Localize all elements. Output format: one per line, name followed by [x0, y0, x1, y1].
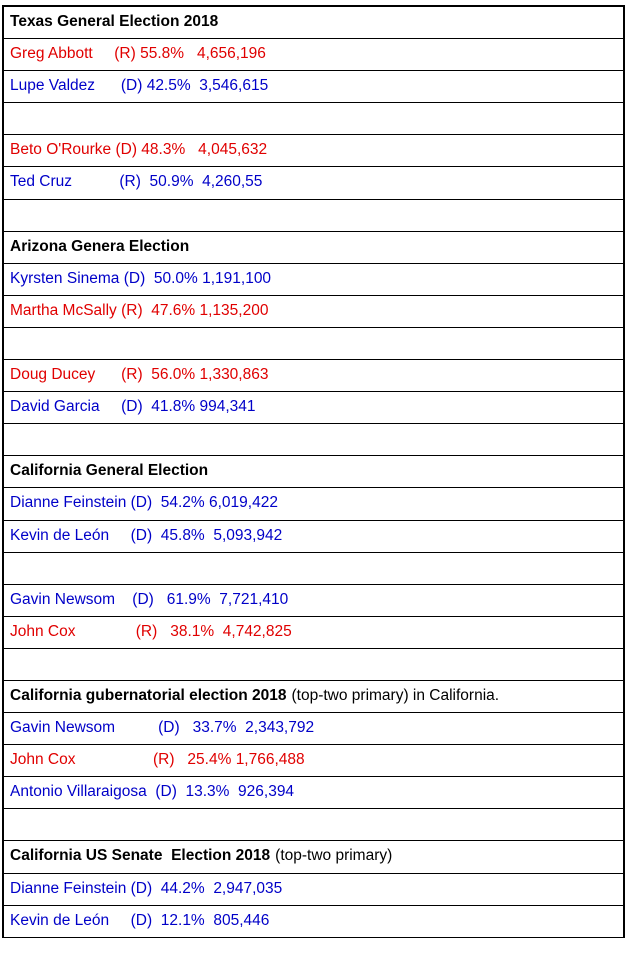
- candidate-result: Gavin Newsom (D) 61.9% 7,721,410: [10, 590, 289, 608]
- candidate-result: Dianne Feinstein (D) 54.2% 6,019,422: [10, 494, 278, 512]
- candidate-result: Beto O'Rourke (D) 48.3% 4,045,632: [10, 141, 268, 159]
- blank-row: [4, 809, 623, 842]
- candidate-result: Dianne Feinstein (D) 44.2% 2,947,035: [10, 879, 283, 897]
- section-note: (top-two primary) in California.: [291, 686, 500, 704]
- section-title: California gubernatorial election 2018: [10, 686, 287, 704]
- candidate-result: Martha McSally (R) 47.6% 1,135,200: [10, 301, 269, 319]
- section-header: Arizona Genera Election: [4, 232, 623, 264]
- candidate-result: Greg Abbott (R) 55.8% 4,656,196: [10, 45, 266, 63]
- candidate-row: Gavin Newsom (D) 33.7% 2,343,792: [4, 713, 623, 746]
- candidate-row: John Cox (R) 38.1% 4,742,825: [4, 617, 623, 649]
- candidate-result: Kevin de León (D) 12.1% 805,446: [10, 911, 270, 929]
- section-header: California gubernatorial election 2018 (t…: [4, 681, 623, 714]
- candidate-row: John Cox (R) 25.4% 1,766,488: [4, 745, 623, 778]
- candidate-result: John Cox (R) 38.1% 4,742,825: [10, 622, 292, 640]
- candidate-row: Ted Cruz (R) 50.9% 4,260,55: [4, 167, 623, 200]
- blank-row: [4, 103, 623, 136]
- candidate-row: Antonio Villaraigosa (D) 13.3% 926,394: [4, 777, 623, 810]
- section-title: California General Election: [10, 462, 209, 480]
- candidate-row: Kevin de León (D) 12.1% 805,446: [4, 906, 623, 938]
- candidate-result: Antonio Villaraigosa (D) 13.3% 926,394: [10, 783, 295, 801]
- blank-row: [4, 649, 623, 681]
- candidate-result: Lupe Valdez (D) 42.5% 3,546,615: [10, 77, 269, 95]
- section-header: California US Senate Election 2018 (top-t…: [4, 841, 623, 874]
- candidate-result: Kevin de León (D) 45.8% 5,093,942: [10, 526, 283, 544]
- blank-row: [4, 200, 623, 232]
- candidate-result: John Cox (R) 25.4% 1,766,488: [10, 751, 305, 769]
- candidate-result: Doug Ducey (R) 56.0% 1,330,863: [10, 366, 269, 384]
- section-header: Texas General Election 2018: [4, 7, 623, 40]
- candidate-row: Beto O'Rourke (D) 48.3% 4,045,632: [4, 135, 623, 168]
- candidate-row: Kyrsten Sinema (D) 50.0% 1,191,100: [4, 264, 623, 296]
- results-table: Texas General Election 2018 Greg Abbott (…: [2, 5, 625, 938]
- candidate-row: Dianne Feinstein (D) 44.2% 2,947,035: [4, 874, 623, 906]
- candidate-result: Kyrsten Sinema (D) 50.0% 1,191,100: [10, 269, 272, 287]
- section-header: California General Election: [4, 456, 623, 489]
- candidate-row: Doug Ducey (R) 56.0% 1,330,863: [4, 360, 623, 393]
- candidate-result: David Garcia (D) 41.8% 994,341: [10, 398, 256, 416]
- blank-row: [4, 424, 623, 457]
- candidate-row: Martha McSally (R) 47.6% 1,135,200: [4, 296, 623, 328]
- candidate-row: Dianne Feinstein (D) 54.2% 6,019,422: [4, 488, 623, 521]
- section-note: (top-two primary): [275, 847, 393, 865]
- candidate-row: Greg Abbott (R) 55.8% 4,656,196: [4, 39, 623, 72]
- section-title: Texas General Election 2018: [10, 13, 219, 30]
- candidate-row: Gavin Newsom (D) 61.9% 7,721,410: [4, 585, 623, 617]
- blank-row: [4, 328, 623, 361]
- candidate-row: Kevin de León (D) 45.8% 5,093,942: [4, 521, 623, 553]
- section-title: Arizona Genera Election: [10, 237, 190, 255]
- candidate-row: David Garcia (D) 41.8% 994,341: [4, 392, 623, 425]
- candidate-result: Gavin Newsom (D) 33.7% 2,343,792: [10, 719, 315, 737]
- candidate-row: Lupe Valdez (D) 42.5% 3,546,615: [4, 71, 623, 104]
- blank-row: [4, 553, 623, 585]
- section-title: California US Senate Election 2018: [10, 847, 271, 865]
- candidate-result: Ted Cruz (R) 50.9% 4,260,55: [10, 173, 263, 191]
